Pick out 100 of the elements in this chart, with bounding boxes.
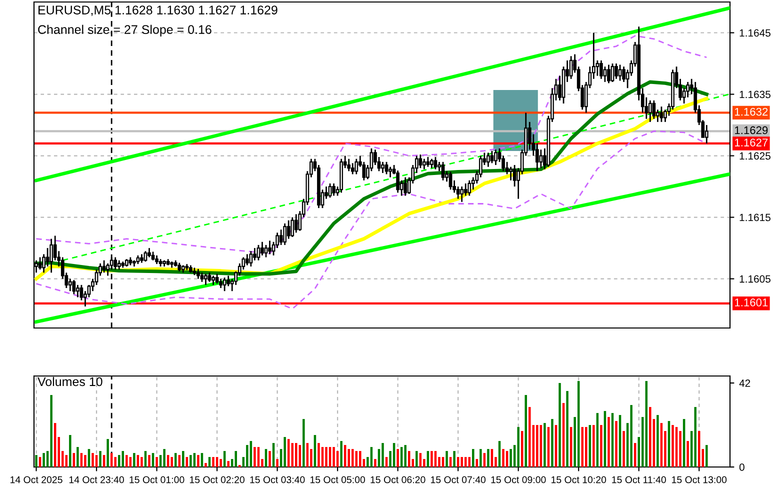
line-series bbox=[36, 35, 708, 254]
candlestick bbox=[283, 222, 287, 246]
bar bbox=[396, 449, 399, 467]
candlestick bbox=[245, 253, 249, 266]
candlestick bbox=[222, 276, 226, 292]
x-tick-label: 15 Oct 03:40 bbox=[250, 476, 305, 484]
bar bbox=[295, 443, 298, 467]
bar bbox=[126, 455, 128, 467]
candlestick bbox=[196, 268, 200, 280]
candlestick bbox=[253, 247, 256, 262]
bar bbox=[472, 449, 474, 467]
y-tick-label: 1.1635 bbox=[740, 90, 770, 98]
candlestick bbox=[441, 161, 445, 182]
bar bbox=[374, 459, 376, 467]
x-tick-label: 15 Oct 05:00 bbox=[310, 476, 366, 484]
bar bbox=[84, 455, 86, 467]
y-tick-label: 1.1605 bbox=[740, 275, 770, 283]
bar bbox=[227, 461, 230, 467]
bar bbox=[487, 449, 490, 467]
x-tick-label: 15 Oct 06:20 bbox=[370, 476, 426, 484]
candlestick bbox=[219, 278, 222, 289]
candlestick bbox=[350, 162, 354, 175]
candlestick bbox=[208, 272, 212, 283]
x-tick-label: 15 Oct 02:20 bbox=[190, 476, 244, 484]
bar bbox=[585, 427, 588, 467]
candlestick bbox=[249, 250, 253, 268]
ref-line-label: 1.1601 bbox=[735, 298, 768, 306]
candlestick bbox=[50, 238, 54, 274]
y-tick-label: 42 bbox=[739, 380, 750, 387]
bar bbox=[592, 425, 595, 467]
bar bbox=[600, 425, 602, 467]
chart-title: EURUSD,M5 1.1628 1.1630 1.1627 1.1629 bbox=[38, 6, 278, 16]
bar bbox=[480, 449, 482, 467]
x-tick-label: 15 Oct 09:00 bbox=[491, 476, 546, 484]
bar bbox=[528, 407, 531, 467]
candlestick bbox=[648, 100, 652, 123]
candlestick bbox=[660, 106, 664, 123]
bar bbox=[340, 441, 342, 467]
bar bbox=[114, 457, 116, 467]
bar bbox=[76, 447, 79, 467]
bar bbox=[694, 407, 696, 467]
candlestick bbox=[468, 180, 472, 196]
candlestick bbox=[114, 256, 118, 270]
bar bbox=[679, 431, 682, 467]
bar bbox=[502, 449, 504, 467]
candlestick bbox=[490, 150, 494, 164]
candlestick bbox=[260, 241, 264, 256]
candlestick bbox=[603, 66, 607, 83]
bar bbox=[133, 453, 136, 467]
candlestick bbox=[215, 273, 219, 284]
x-tick-label: 15 Oct 07:40 bbox=[430, 476, 486, 484]
bar bbox=[460, 457, 463, 467]
candlestick bbox=[614, 62, 618, 80]
candlestick bbox=[256, 244, 260, 262]
candlestick bbox=[618, 64, 622, 82]
candlestick bbox=[102, 260, 106, 274]
bar bbox=[536, 425, 538, 467]
bar bbox=[170, 457, 173, 467]
bar bbox=[302, 419, 305, 467]
bar bbox=[140, 457, 143, 467]
bar bbox=[268, 451, 271, 467]
bar bbox=[416, 451, 418, 467]
x-tick-label: 14 Oct 2025 bbox=[10, 476, 62, 484]
bar bbox=[672, 425, 674, 467]
chart-title: Volumes 10 bbox=[38, 376, 102, 386]
bar bbox=[332, 447, 335, 467]
candlestick bbox=[418, 154, 422, 169]
bar bbox=[446, 451, 448, 467]
x-tick-label: 14 Oct 23:40 bbox=[69, 476, 124, 484]
bar bbox=[615, 421, 618, 467]
bar bbox=[182, 451, 184, 467]
candlestick bbox=[464, 182, 468, 196]
bar bbox=[50, 395, 52, 467]
bar bbox=[468, 457, 471, 467]
candlestick bbox=[68, 278, 72, 292]
candlestick bbox=[226, 275, 230, 287]
candlestick bbox=[426, 156, 430, 168]
bar bbox=[148, 455, 150, 467]
ref-line-label: 1.1632 bbox=[735, 108, 768, 116]
bar bbox=[706, 445, 708, 467]
bar bbox=[382, 443, 384, 467]
y-tick-label: 1.1615 bbox=[740, 214, 770, 222]
bar bbox=[284, 437, 286, 467]
candlestick bbox=[268, 240, 272, 255]
bar bbox=[359, 451, 362, 467]
candlestick bbox=[264, 244, 268, 258]
bar bbox=[348, 449, 350, 467]
bar bbox=[92, 453, 94, 467]
bar bbox=[630, 405, 632, 467]
bar bbox=[318, 443, 320, 467]
candlestick bbox=[569, 55, 573, 80]
bar bbox=[544, 423, 546, 467]
bar bbox=[156, 457, 158, 467]
text: Channel size = 27 Slope = 0.16 bbox=[38, 24, 212, 36]
candlestick bbox=[279, 228, 283, 246]
bar bbox=[99, 451, 102, 467]
bar bbox=[622, 431, 625, 467]
candlestick bbox=[46, 247, 50, 268]
candlestick bbox=[652, 100, 656, 120]
candlestick bbox=[384, 161, 388, 175]
